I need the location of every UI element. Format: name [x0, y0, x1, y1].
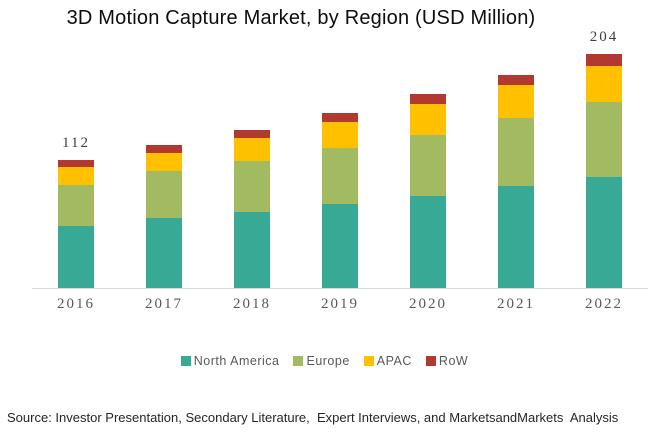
x-axis-label-2016: 2016 — [57, 296, 95, 312]
stacked-bar-2019 — [322, 112, 358, 288]
stacked-bar-2018 — [234, 129, 270, 288]
legend-swatch-europe — [293, 356, 304, 367]
bar-segment-north-america-2017 — [146, 218, 182, 288]
bar-segment-apac-2021 — [498, 85, 534, 119]
legend-item-row: RoW — [425, 354, 469, 368]
bar-segment-apac-2020 — [410, 103, 446, 135]
stacked-bar-2022 — [586, 54, 622, 288]
bar-segment-north-america-2019 — [322, 204, 358, 288]
bar-column-2021 — [472, 40, 560, 288]
legend-item-north-america: North America — [180, 354, 280, 368]
bar-segment-row-2019 — [322, 112, 358, 123]
bar-segment-europe-2017 — [146, 171, 182, 219]
x-axis-label-2017: 2017 — [145, 296, 183, 312]
bar-segment-europe-2019 — [322, 148, 358, 205]
bar-segment-row-2020 — [410, 94, 446, 104]
bar-segment-north-america-2020 — [410, 196, 446, 288]
bar-segment-europe-2016 — [58, 184, 94, 227]
stacked-bar-2021 — [498, 74, 534, 288]
bar-segment-apac-2016 — [58, 166, 94, 185]
data-label-2016: 112 — [62, 134, 90, 151]
bar-segment-europe-2022 — [586, 102, 622, 177]
x-axis-label-2019: 2019 — [321, 296, 359, 312]
bar-segment-apac-2022 — [586, 65, 622, 103]
bar-segment-north-america-2022 — [586, 176, 622, 288]
bar-segment-north-america-2021 — [498, 186, 534, 288]
bar-segment-north-america-2018 — [234, 212, 270, 288]
bar-segment-europe-2018 — [234, 160, 270, 213]
legend-label-row: RoW — [438, 354, 469, 368]
x-axis-label-2020: 2020 — [409, 296, 447, 312]
x-axis-labels: 2016 2017 2018 2019 2020 2021 2022 — [32, 296, 648, 313]
bar-segment-europe-2021 — [498, 118, 534, 186]
bar-column-2017 — [120, 40, 208, 288]
data-label-2022: 204 — [589, 29, 619, 46]
bars-row: 112 204 — [32, 30, 648, 288]
x-axis-label-2018: 2018 — [233, 296, 271, 312]
bar-segment-row-2016 — [58, 159, 94, 167]
source-line: Source: Investor Presentation, Secondary… — [7, 410, 619, 425]
bar-segment-apac-2019 — [322, 122, 358, 149]
legend-item-apac: APAC — [363, 354, 412, 368]
bar-column-2016: 112 — [32, 40, 120, 288]
legend-label-north-america: North America — [193, 354, 280, 368]
bar-segment-row-2021 — [498, 74, 534, 86]
plot-area: 112 204 — [32, 30, 648, 289]
legend-label-europe: Europe — [306, 354, 350, 368]
legend-label-apac: APAC — [376, 354, 412, 368]
bar-segment-row-2022 — [586, 54, 622, 66]
bar-segment-europe-2020 — [410, 134, 446, 197]
bar-segment-row-2017 — [146, 144, 182, 153]
bar-segment-row-2018 — [234, 129, 270, 138]
legend-swatch-north-america — [180, 356, 191, 367]
chart-title: 3D Motion Capture Market, by Region (USD… — [66, 7, 536, 29]
bar-segment-north-america-2016 — [58, 226, 94, 288]
bar-segment-apac-2017 — [146, 152, 182, 172]
bar-column-2020 — [384, 40, 472, 288]
x-axis-label-2021: 2021 — [497, 296, 535, 312]
stacked-bar-2017 — [146, 144, 182, 288]
legend-item-europe: Europe — [293, 355, 349, 368]
x-axis-label-2022: 2022 — [585, 296, 623, 312]
bar-column-2019 — [296, 40, 384, 288]
bar-column-2018 — [208, 40, 296, 288]
stacked-bar-2016 — [58, 159, 94, 288]
legend-swatch-apac — [363, 356, 374, 367]
bar-column-2022: 204 — [560, 30, 648, 288]
stacked-bar-2020 — [410, 94, 446, 288]
legend-swatch-row — [425, 356, 436, 367]
legend: North America Europe APAC RoW — [0, 355, 649, 368]
bar-segment-apac-2018 — [234, 137, 270, 161]
